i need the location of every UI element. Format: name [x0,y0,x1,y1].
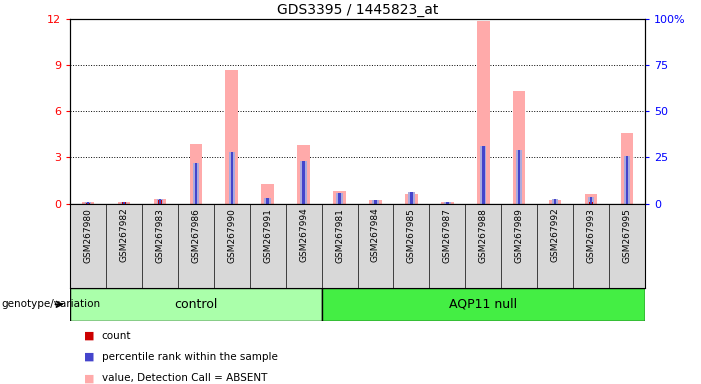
Bar [231,152,233,204]
FancyBboxPatch shape [70,288,322,321]
Bar [193,163,199,204]
Text: ■: ■ [84,352,95,362]
Bar [189,144,202,204]
Bar [369,200,382,204]
Bar [482,146,484,204]
Text: GSM267981: GSM267981 [335,208,344,263]
Text: ■: ■ [84,331,95,341]
Bar [339,194,341,204]
Text: value, Detection Call = ABSENT: value, Detection Call = ABSENT [102,373,267,383]
Bar [409,202,413,204]
Bar [86,203,90,204]
Text: GSM267993: GSM267993 [587,208,596,263]
Bar [123,202,125,204]
Bar [446,202,449,204]
Bar [590,202,593,204]
Text: GSM267992: GSM267992 [550,208,559,263]
Bar [620,133,633,204]
Bar [85,202,91,204]
Bar [585,194,597,204]
Text: GSM267984: GSM267984 [371,208,380,263]
Text: GSM267995: GSM267995 [622,208,632,263]
Bar [590,197,592,204]
Bar [477,21,489,204]
Bar [513,91,526,204]
Text: GSM267989: GSM267989 [515,208,524,263]
Bar [82,202,95,204]
Bar [624,156,630,204]
Bar [480,146,486,204]
Bar [549,200,562,204]
Bar [588,197,594,204]
Text: percentile rank within the sample: percentile rank within the sample [102,352,278,362]
Bar [336,194,343,204]
Bar [154,199,166,204]
Bar [122,202,125,204]
Bar [158,200,162,204]
Bar [226,70,238,204]
Bar [261,184,274,204]
Bar [518,150,520,204]
Text: GSM267994: GSM267994 [299,208,308,263]
Bar [118,202,130,204]
Bar [446,203,449,204]
Bar [157,199,163,204]
Bar [408,192,414,204]
Text: GSM267983: GSM267983 [156,208,165,263]
FancyBboxPatch shape [322,288,645,321]
Bar [516,150,522,204]
Text: GSM267980: GSM267980 [83,208,93,263]
Bar [229,152,235,204]
Bar [195,163,197,204]
Bar [302,161,305,204]
Bar [266,198,269,204]
Text: GSM267990: GSM267990 [227,208,236,263]
Text: GSM267987: GSM267987 [443,208,452,263]
Bar [374,203,377,204]
Text: control: control [174,298,217,311]
Bar [333,191,346,204]
Text: AQP11 null: AQP11 null [449,298,517,311]
Bar [297,145,310,204]
Bar [374,200,376,204]
Text: ■: ■ [84,373,95,383]
Text: GSM267985: GSM267985 [407,208,416,263]
Text: genotype/variation: genotype/variation [1,299,100,310]
Bar [301,161,307,204]
Bar [441,202,454,204]
Bar [87,202,89,204]
Bar [444,202,451,204]
Bar [552,199,558,204]
Text: GSM267982: GSM267982 [119,208,128,263]
Text: GSM267986: GSM267986 [191,208,200,263]
Bar [264,198,271,204]
Bar [372,200,379,204]
Bar [405,194,418,204]
Text: count: count [102,331,131,341]
Bar [554,199,557,204]
Bar [121,202,127,204]
Text: GSM267988: GSM267988 [479,208,488,263]
Bar [158,199,161,204]
Text: GSM267991: GSM267991 [263,208,272,263]
Bar [410,192,413,204]
Title: GDS3395 / 1445823_at: GDS3395 / 1445823_at [277,3,438,17]
Bar [626,156,628,204]
